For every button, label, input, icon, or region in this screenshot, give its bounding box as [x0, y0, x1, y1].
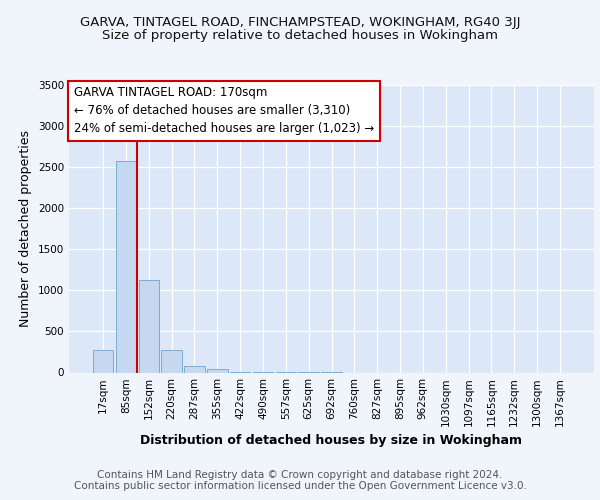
X-axis label: Distribution of detached houses by size in Wokingham: Distribution of detached houses by size … [140, 434, 523, 448]
Y-axis label: Number of detached properties: Number of detached properties [19, 130, 32, 327]
Bar [116, 160, 136, 372]
Text: GARVA, TINTAGEL ROAD, FINCHAMPSTEAD, WOKINGHAM, RG40 3JJ: GARVA, TINTAGEL ROAD, FINCHAMPSTEAD, WOK… [80, 16, 520, 29]
Bar [207, 369, 227, 372]
Bar [161, 350, 182, 372]
Bar [139, 280, 159, 372]
Bar [184, 366, 205, 372]
Bar [93, 350, 113, 372]
Text: Size of property relative to detached houses in Wokingham: Size of property relative to detached ho… [102, 28, 498, 42]
Text: Contains HM Land Registry data © Crown copyright and database right 2024.: Contains HM Land Registry data © Crown c… [97, 470, 503, 480]
Text: Contains public sector information licensed under the Open Government Licence v3: Contains public sector information licen… [74, 481, 526, 491]
Text: GARVA TINTAGEL ROAD: 170sqm
← 76% of detached houses are smaller (3,310)
24% of : GARVA TINTAGEL ROAD: 170sqm ← 76% of det… [74, 86, 374, 136]
